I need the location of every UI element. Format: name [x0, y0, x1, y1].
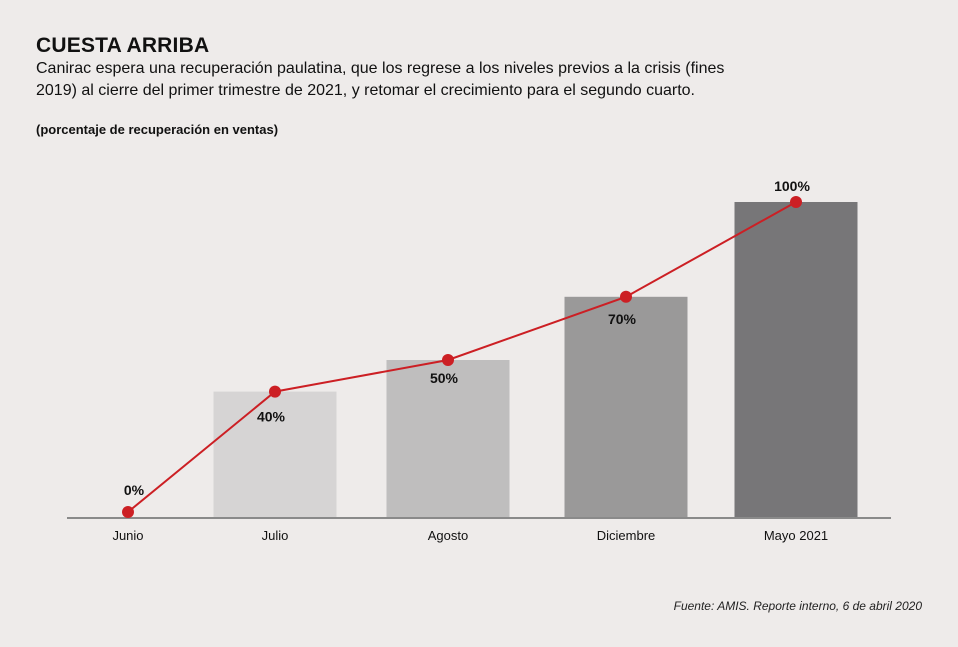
category-label-2: Agosto — [428, 528, 468, 543]
bar-1 — [213, 391, 337, 518]
chart-title: CUESTA ARRIBA — [36, 34, 210, 57]
value-label-2: 50% — [430, 370, 459, 386]
value-label-3: 70% — [608, 311, 637, 327]
source-note: Fuente: AMIS. Reporte interno, 6 de abri… — [673, 599, 922, 613]
value-label-1: 40% — [257, 409, 286, 425]
bar-3 — [564, 296, 688, 518]
value-label-0: 0% — [124, 482, 145, 498]
data-point-2 — [442, 354, 454, 366]
value-label-4: 100% — [774, 178, 810, 194]
unit-note: (porcentaje de recuperación en ventas) — [36, 122, 279, 137]
data-point-0 — [122, 506, 134, 518]
bar-4 — [734, 202, 858, 518]
data-point-1 — [269, 385, 281, 398]
category-label-3: Diciembre — [597, 528, 656, 543]
chart-subtitle: Canirac espera una recuperación paulatin… — [36, 60, 725, 99]
data-point-3 — [620, 290, 632, 303]
category-label-0: Junio — [112, 528, 143, 543]
category-label-4: Mayo 2021 — [764, 528, 828, 543]
bar-2 — [386, 360, 510, 518]
data-point-4 — [790, 196, 802, 208]
category-label-1: Julio — [262, 528, 289, 543]
